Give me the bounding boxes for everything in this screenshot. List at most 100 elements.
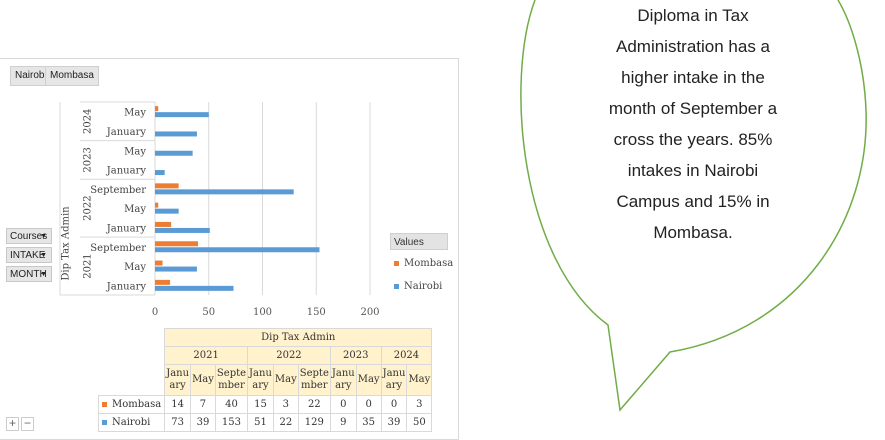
table-month-header: Janu ary: [329, 364, 357, 396]
bar-mombasa: [155, 279, 171, 285]
table-cell: 22: [297, 395, 331, 414]
bar-nairobi: [155, 112, 209, 118]
table-cell: 0: [355, 395, 382, 414]
row-field-label: INTAKE: [10, 250, 46, 261]
table-cell: 39: [190, 413, 216, 432]
legend-swatch: [394, 284, 399, 289]
x-tick-label: 0: [152, 307, 158, 318]
month-category-label: May: [124, 262, 146, 273]
month-category-label: September: [90, 243, 146, 254]
table-cell: 50: [406, 413, 433, 432]
table-month-header: Septe mber: [214, 364, 249, 396]
expand-button[interactable]: +: [6, 417, 19, 431]
callout-line: cross the years. 85%: [613, 130, 773, 149]
legend-item-nairobi: Nairobi: [394, 281, 442, 292]
table-row-swatch: [102, 402, 107, 407]
table-cell: 129: [297, 413, 331, 432]
legend-label: Nairobi: [404, 281, 443, 292]
dropdown-arrow-icon: ▼: [40, 233, 47, 240]
bar-nairobi: [155, 266, 197, 272]
filter-tab-mombasa[interactable]: Mombasa: [45, 66, 99, 86]
month-category-label: May: [124, 108, 146, 119]
table-row: Nairobi 73 39 153 51 22 129 9 35 39 50: [97, 413, 433, 432]
year-group-label: 2021: [83, 253, 94, 278]
legend-label: Mombasa: [404, 258, 454, 269]
table-cell: 51: [247, 413, 274, 432]
year-group-label: 2024: [83, 109, 94, 134]
callout-text: Diploma in Tax Administration has a high…: [588, 0, 798, 248]
table-cell: 35: [355, 413, 382, 432]
table-cell: 39: [380, 413, 408, 432]
callout-line: intakes in Nairobi: [627, 161, 759, 180]
table-cell: 73: [164, 413, 192, 432]
table-month-header: Janu ary: [247, 364, 274, 396]
table-cell: 153: [214, 413, 249, 432]
x-tick-label: 200: [360, 307, 379, 318]
table-cell: 0: [329, 395, 357, 414]
legend-swatch: [394, 261, 399, 266]
bar-mombasa: [155, 106, 159, 112]
legend-title[interactable]: Values: [390, 233, 448, 250]
table-cell: 9: [329, 413, 357, 432]
table-year-header: 2022: [247, 346, 331, 365]
pivot-data-table: Dip Tax Admin 2021 2022 2023 2024 Janu ar…: [97, 328, 433, 432]
x-tick-label: 50: [202, 307, 215, 318]
callout-line: Diploma in Tax: [637, 6, 749, 25]
table-row: Mombasa 14 7 40 15 3 22 0 0 0 3: [97, 395, 433, 414]
bar-mombasa: [155, 183, 179, 189]
bar-nairobi: [155, 247, 320, 253]
table-cell: 3: [272, 395, 299, 414]
month-category-label: May: [124, 204, 146, 215]
bar-mombasa: [155, 260, 163, 266]
callout-line: Campus and 15% in: [616, 192, 770, 211]
bar-nairobi: [155, 227, 210, 233]
table-month-row: Janu ary May Septe mber Janu ary May Septe mber Ja…: [99, 364, 433, 396]
table-year-header: 2023: [329, 346, 382, 365]
bar-nairobi: [155, 150, 193, 156]
month-category-label: January: [106, 166, 147, 177]
row-field-month[interactable]: MONTH ▼: [6, 266, 52, 282]
bar-nairobi: [155, 208, 179, 214]
year-group-label: 2023: [83, 147, 94, 172]
table-year-header: 2024: [380, 346, 433, 365]
bar-nairobi: [155, 189, 294, 195]
callout-line: higher intake in the: [621, 68, 765, 87]
table-month-header: Janu ary: [380, 364, 408, 396]
month-category-label: May: [124, 146, 146, 157]
table-row-label: Mombasa: [97, 395, 166, 414]
month-category-label: January: [106, 281, 147, 292]
row-field-courses[interactable]: Courses ▼: [6, 228, 52, 244]
month-category-label: January: [106, 223, 147, 234]
bar-mombasa: [155, 221, 172, 227]
bar-mombasa: [155, 202, 159, 208]
bar-nairobi: [155, 170, 165, 176]
row-field-intake[interactable]: INTAKE ▼: [6, 247, 52, 263]
table-cell: 7: [190, 395, 216, 414]
bar-mombasa: [155, 241, 198, 247]
collapse-button[interactable]: −: [21, 417, 34, 431]
callout-line: month of September a: [608, 99, 778, 118]
table-cell: 14: [164, 395, 192, 414]
row-field-label: Courses: [10, 231, 48, 242]
bar-chart: 2021 2022 2023 2024 Dip Tax Admin 0 50 100 150 2…: [59, 101, 380, 318]
callout-line: Administration has a: [615, 37, 771, 56]
table-month-header: Septe mber: [297, 364, 331, 396]
table-cell: 22: [272, 413, 299, 432]
table-cell: 40: [214, 395, 249, 414]
table-cell: 0: [380, 395, 408, 414]
callout-line: Mombasa.: [653, 223, 733, 242]
course-group-label: Dip Tax Admin: [61, 206, 72, 281]
table-month-header: Janu ary: [164, 364, 192, 396]
table-month-header: May: [355, 364, 382, 396]
year-group-label: 2022: [83, 195, 94, 220]
dropdown-arrow-icon: ▼: [40, 271, 47, 278]
table-month-header: May: [406, 364, 433, 396]
table-month-header: May: [272, 364, 299, 396]
bar-nairobi: [155, 131, 197, 137]
expand-collapse-controls: + −: [6, 416, 36, 431]
table-year-header: 2021: [164, 346, 249, 365]
filter-tab-nairobi[interactable]: Nairobi: [10, 66, 52, 86]
table-row-label: Nairobi: [97, 413, 166, 432]
x-tick-label: 100: [253, 307, 272, 318]
